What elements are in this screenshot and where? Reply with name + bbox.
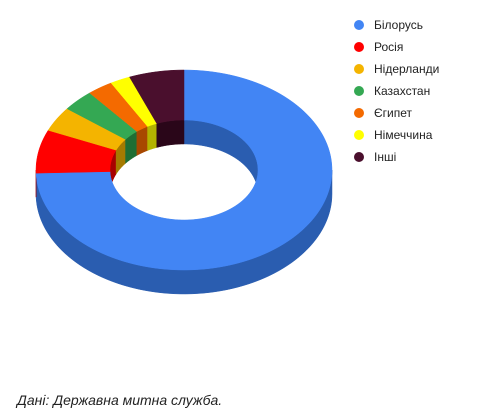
slice-inner-wall-5	[147, 123, 158, 151]
legend-swatch	[354, 64, 364, 74]
legend-swatch	[354, 20, 364, 30]
legend-item: Білорусь	[354, 14, 484, 36]
slice-inner-wall-6	[156, 119, 185, 148]
legend-item: Казахстан	[354, 80, 484, 102]
legend-swatch	[354, 152, 364, 162]
donut-top-faces	[35, 69, 333, 271]
legend-item: Росія	[354, 36, 484, 58]
legend-swatch	[354, 130, 364, 140]
legend-label: Німеччина	[374, 128, 433, 142]
chart-legend: Білорусь Росія Нідерланди Казахстан Єгипет Ні…	[354, 14, 484, 168]
legend-item: Інші	[354, 146, 484, 168]
legend-swatch	[354, 42, 364, 52]
legend-label: Інші	[374, 150, 397, 164]
legend-item: Нідерланди	[354, 58, 484, 80]
legend-swatch	[354, 108, 364, 118]
legend-label: Нідерланди	[374, 62, 440, 76]
donut-chart	[35, 69, 333, 295]
legend-label: Казахстан	[374, 84, 431, 98]
legend-label: Єгипет	[374, 106, 412, 120]
legend-item: Німеччина	[354, 124, 484, 146]
legend-swatch	[354, 86, 364, 96]
legend-item: Єгипет	[354, 102, 484, 124]
legend-label: Білорусь	[374, 18, 424, 32]
source-caption: Дані: Державна митна служба.	[17, 392, 223, 408]
legend-label: Росія	[374, 40, 404, 54]
slice-6	[129, 69, 185, 124]
